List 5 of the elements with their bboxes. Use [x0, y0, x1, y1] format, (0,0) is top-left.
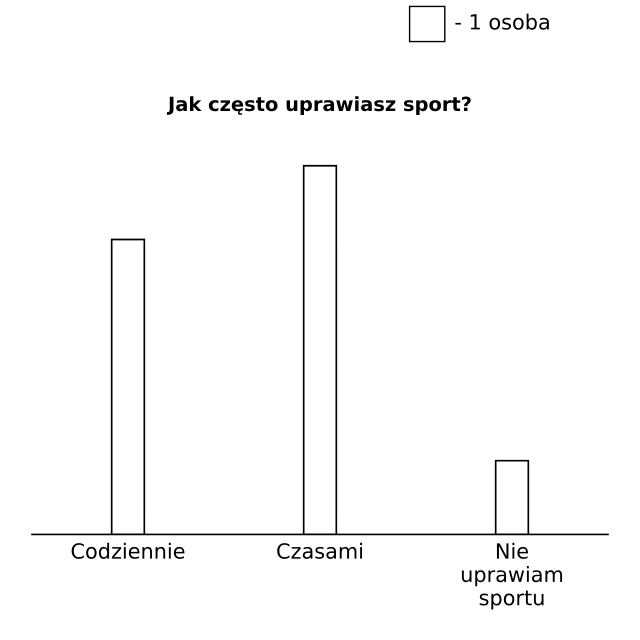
x-tick-label: Codziennie: [72, 542, 184, 559]
x-tick-label: Nie uprawiam sportu: [462, 542, 562, 610]
text: - 1 osoba: [455, 14, 549, 30]
chart-title: Jak często uprawiasz sport?: [166, 96, 471, 116]
x-tick-label: Czasami: [277, 542, 362, 559]
